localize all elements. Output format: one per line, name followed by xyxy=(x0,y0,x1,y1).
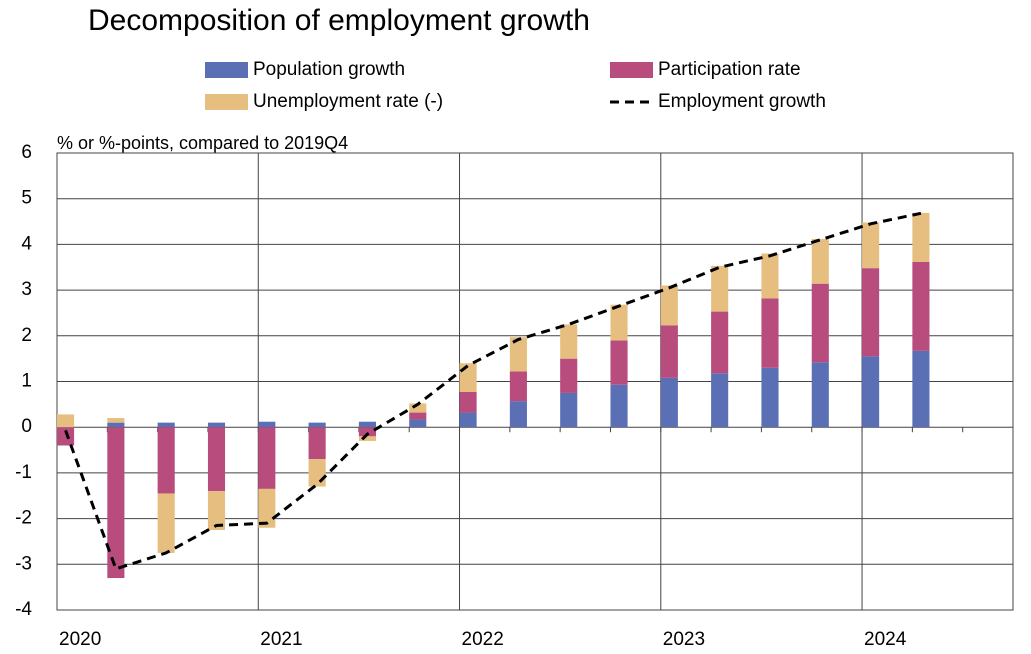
bar xyxy=(509,401,527,428)
bar xyxy=(409,412,427,420)
legend-swatch xyxy=(610,62,653,78)
bar xyxy=(912,212,930,262)
y-tick-label: 6 xyxy=(21,142,32,163)
bar xyxy=(509,371,527,402)
legend-swatch xyxy=(205,94,248,110)
chart-title: Decomposition of employment growth xyxy=(88,4,590,37)
bar xyxy=(107,422,125,428)
bar xyxy=(711,265,729,312)
bar xyxy=(711,311,729,374)
x-tick-label: 2022 xyxy=(462,629,504,650)
x-tick-label: 2024 xyxy=(864,629,907,650)
bar xyxy=(761,298,779,368)
y-tick-label: 5 xyxy=(21,188,32,209)
bar xyxy=(610,340,628,385)
y-tick-label: -3 xyxy=(15,553,32,574)
bar xyxy=(862,222,880,269)
line xyxy=(64,211,922,571)
legend-label: Unemployment rate (-) xyxy=(253,91,443,112)
bar xyxy=(308,427,326,460)
bar xyxy=(660,377,678,428)
y-tick-label: -2 xyxy=(15,508,32,529)
bar xyxy=(560,358,578,393)
plot-border xyxy=(56,152,1014,611)
legend-label: Population growth xyxy=(253,59,405,80)
bar xyxy=(711,373,729,428)
bar xyxy=(459,392,477,413)
bar xyxy=(560,324,578,359)
y-tick-label: -1 xyxy=(15,462,32,483)
bar xyxy=(509,337,527,372)
bar xyxy=(610,304,628,341)
bar xyxy=(358,427,377,437)
bar xyxy=(862,268,880,357)
bar xyxy=(912,350,930,428)
bar xyxy=(207,491,226,531)
bar xyxy=(811,238,829,284)
bar xyxy=(358,421,377,428)
x-tick-label: 2020 xyxy=(59,629,101,650)
y-tick-label: 3 xyxy=(21,279,32,300)
y-axis-label: % or %-points, compared to 2019Q4 xyxy=(57,133,348,153)
bar xyxy=(107,418,125,423)
bar xyxy=(358,436,377,441)
bar xyxy=(308,422,326,428)
bar xyxy=(811,283,829,363)
y-tick-label: 2 xyxy=(21,325,32,346)
bar xyxy=(157,422,175,428)
y-tick-label: 4 xyxy=(21,233,32,254)
legend-label: Employment growth xyxy=(658,91,826,112)
bar xyxy=(258,421,276,428)
bar xyxy=(660,285,678,326)
bar xyxy=(157,427,175,494)
legend-label: Participation rate xyxy=(658,59,801,80)
bar xyxy=(409,403,427,413)
bar xyxy=(157,493,175,553)
y-tick-label: 0 xyxy=(21,416,32,437)
x-tick-label: 2023 xyxy=(663,629,705,650)
bar xyxy=(912,261,930,351)
bar xyxy=(459,412,477,428)
bar xyxy=(862,356,880,428)
y-tick-label: 1 xyxy=(21,371,32,392)
legend-swatch xyxy=(205,62,248,78)
bar xyxy=(107,427,125,579)
bar xyxy=(57,414,75,428)
bar xyxy=(258,488,276,528)
bar xyxy=(207,422,226,428)
x-tick-label: 2021 xyxy=(260,629,302,650)
bar xyxy=(409,419,427,428)
bar xyxy=(610,384,628,428)
bar xyxy=(660,325,678,378)
bar xyxy=(761,367,779,428)
bar xyxy=(207,427,226,492)
bar xyxy=(761,253,779,299)
y-tick-label: -4 xyxy=(15,599,32,620)
bar xyxy=(811,362,829,428)
bar xyxy=(459,363,477,393)
bar xyxy=(308,459,326,487)
bar xyxy=(560,392,578,428)
bar xyxy=(258,427,276,489)
bar xyxy=(57,427,75,446)
